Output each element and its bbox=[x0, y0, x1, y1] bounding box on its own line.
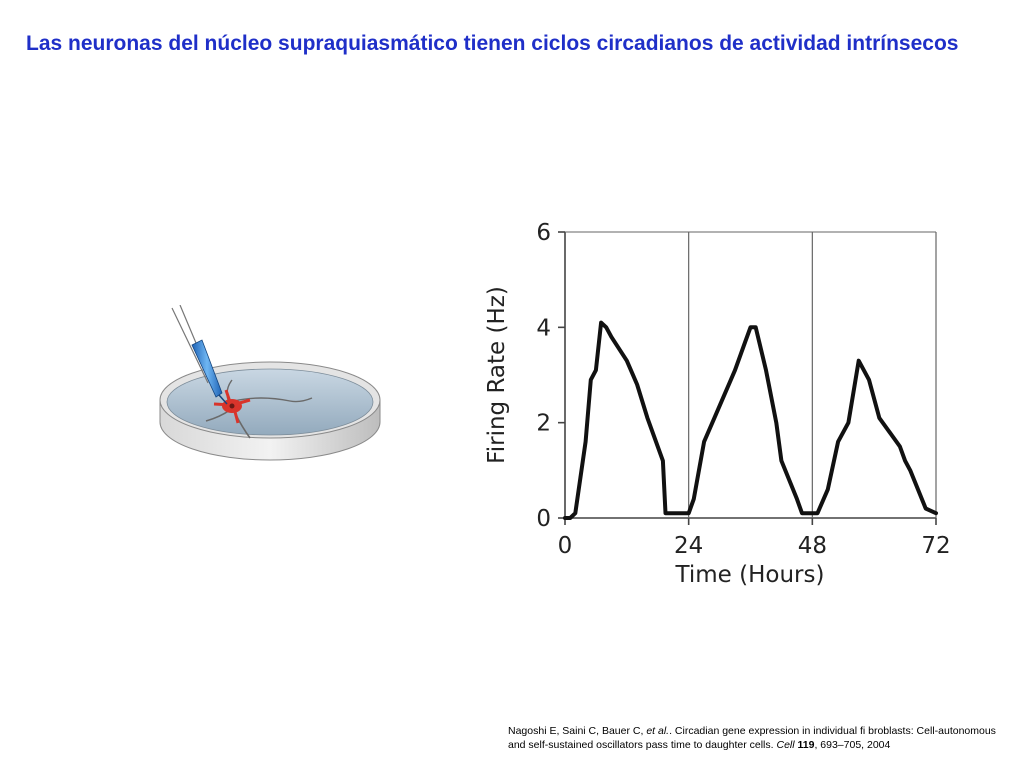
petri-dish-illustration bbox=[159, 305, 381, 461]
x-axis-label: Time (Hours) bbox=[675, 562, 825, 588]
x-tick-label: 72 bbox=[921, 533, 950, 559]
citation-authors: Nagoshi E, Saini C, Bauer C, bbox=[508, 725, 644, 737]
y-tick-label: 6 bbox=[536, 220, 551, 246]
x-tick-label: 48 bbox=[798, 533, 827, 559]
firing-rate-series-line bbox=[563, 320, 938, 520]
citation-volume: 119 bbox=[797, 739, 815, 751]
neuron-icon bbox=[205, 379, 313, 439]
y-tick-label: 0 bbox=[536, 506, 551, 532]
citation: Nagoshi E, Saini C, Bauer C, et al.. Cir… bbox=[508, 724, 998, 752]
slide-title: Las neuronas del núcleo supraquiasmático… bbox=[26, 32, 959, 55]
citation-pages: , 693–705, 2004 bbox=[814, 739, 891, 751]
y-tick-label: 4 bbox=[536, 315, 551, 341]
x-tick-label: 0 bbox=[558, 533, 573, 559]
x-tick-label: 24 bbox=[674, 533, 703, 559]
citation-etal: et al. bbox=[646, 725, 670, 737]
y-tick-label: 2 bbox=[536, 411, 551, 437]
pipette-icon bbox=[171, 305, 228, 405]
citation-text: . Circadian gene expression in individua… bbox=[508, 725, 996, 751]
y-axis-label: Firing Rate (Hz) bbox=[484, 286, 510, 464]
citation-journal: Cell bbox=[776, 739, 795, 751]
